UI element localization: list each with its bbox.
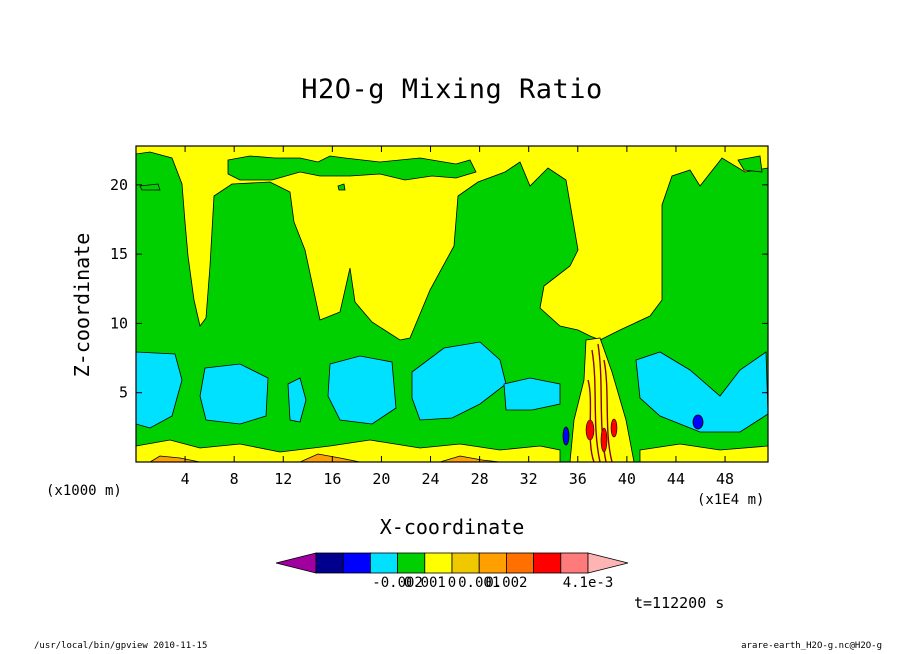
field-cyan-lobe (503, 377, 561, 411)
field-cyan-lobe (327, 355, 397, 425)
field-lower-orange (149, 453, 501, 462)
field-green-speck (337, 183, 346, 191)
footer-command: /usr/local/bin/gpview 2010-11-15 (34, 641, 208, 651)
x-tick-label: 36 (569, 470, 587, 488)
colorbar-high-arrow (587, 552, 629, 574)
field-column-red (585, 419, 595, 441)
x-tick-label: 48 (716, 470, 734, 488)
x-tick-label: 12 (274, 470, 292, 488)
colorbar-swatch (397, 552, 426, 574)
x-tick-label: 4 (181, 470, 190, 488)
colorbar-swatch (505, 552, 534, 574)
field-lower-yellow (136, 439, 561, 462)
colorbar-label: 0.001 (404, 575, 446, 591)
x-tick-label: 28 (471, 470, 489, 488)
x-tick-label: 24 (421, 470, 439, 488)
field-column-filament (603, 359, 613, 462)
x-unit-label-left: (x1000 m) (46, 483, 122, 499)
colorbar-label: 0 (448, 575, 456, 591)
x-tick-label: 16 (323, 470, 341, 488)
colorbar-swatch (342, 552, 371, 574)
footer-source: arare-earth_H2O-g.nc@H2O-g (741, 641, 882, 651)
x-tick-label: 40 (618, 470, 636, 488)
time-label: t=112200 s (634, 594, 725, 612)
field-column-filament (591, 349, 601, 462)
field-green-speck (737, 155, 763, 173)
field-cyan-lobe (136, 351, 183, 429)
field-blue-spot (692, 414, 704, 430)
colorbar-label: -0.002 (372, 575, 423, 591)
colorbar-label: 4.1e-3 (563, 575, 614, 591)
colorbar-low-arrow (275, 552, 317, 574)
field-blue-spot (562, 426, 570, 446)
y-tick-label: 20 (110, 176, 128, 194)
field-cyan-lobe (287, 377, 307, 423)
chart-title: H2O-g Mixing Ratio (301, 74, 603, 105)
x-tick-label: 8 (230, 470, 239, 488)
plot-frame (135, 145, 769, 463)
field-cyan-lobe (199, 363, 269, 425)
colorbar-swatch (315, 552, 344, 574)
field-upper-yellow (136, 146, 768, 341)
colorbar-label: 0.001 (458, 575, 500, 591)
colorbar-swatch (478, 552, 507, 574)
field-column-red (610, 418, 618, 438)
colorbar-swatch (424, 552, 453, 574)
colorbar-swatch (533, 552, 562, 574)
x-unit-label-right: (x1E4 m) (697, 492, 765, 508)
field-green-speck (139, 183, 161, 191)
field-column-red (600, 427, 608, 453)
x-axis-label: X-coordinate (379, 515, 525, 539)
y-tick-label: 5 (119, 384, 128, 402)
colorbar-swatch (560, 552, 589, 574)
colorbar-swatch (451, 552, 480, 574)
field-lower-yellow (639, 443, 768, 462)
field-cyan-lobe (635, 351, 768, 433)
y-tick-label: 10 (110, 314, 128, 332)
x-tick-label: 44 (667, 470, 685, 488)
field-upper-green-island (227, 155, 477, 181)
y-tick-label: 15 (110, 245, 128, 263)
field-cyan-lobe (411, 341, 507, 421)
x-tick-label: 20 (372, 470, 390, 488)
colorbar-swatch (369, 552, 398, 574)
x-tick-label: 32 (520, 470, 538, 488)
colorbar-label: 0.002 (485, 575, 527, 591)
